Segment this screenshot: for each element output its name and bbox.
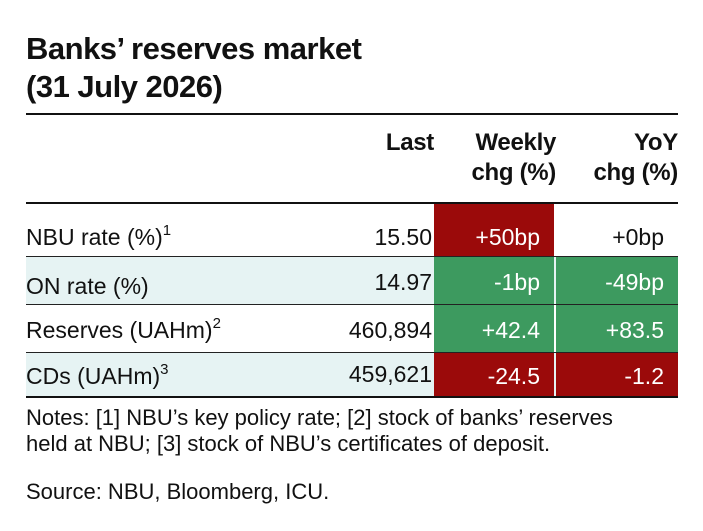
notes: Notes: [1] NBU’s key policy rate; [2] st… [26,405,686,457]
row-yoy-chg: -1.2 [556,353,678,396]
row-weekly-chg: +42.4 [434,305,554,352]
header-yoy-line-1: YoY [634,129,678,156]
table-row: ON rate (%) 14.97 -1bp -49bp [26,257,678,304]
row-label: ON rate (%) [26,273,149,299]
header-weekly: Weekly chg (%) [430,128,556,188]
source-note: Source: NBU, Bloomberg, ICU. [26,479,330,504]
notes-line-2: held at NBU; [3] stock of NBU’s certific… [26,431,551,456]
row-last: 459,621 [348,361,432,387]
footnote-marker: 3 [160,361,169,378]
header-last: Last [385,129,434,156]
row-weekly-chg: -1bp [434,257,554,304]
row-yoy-chg: +0bp [612,224,664,250]
row-divider [26,304,678,305]
row-weekly-chg: +50bp [434,204,554,256]
row-divider [26,352,678,353]
header-weekly-line-1: Weekly [475,129,557,156]
row-divider [26,256,678,257]
header-weekly-line-2: chg (%) [471,159,556,186]
title-line-2: (31 July 2026) [26,69,223,104]
row-weekly-chg: -24.5 [434,353,554,396]
notes-line-1: Notes: [1] NBU’s key policy rate; [2] st… [26,405,613,430]
footnote-marker: 1 [162,222,172,239]
header-rule [26,202,678,204]
row-last: 14.97 [374,269,432,295]
header-yoy: YoY chg (%) [556,128,678,188]
top-rule [26,113,678,115]
table-row: NBU rate (%)1 15.50 +50bp +0bp [26,204,678,256]
row-last: 15.50 [374,224,432,250]
row-label: NBU rate (%)1 [26,222,172,250]
row-label: Reserves (UAHm)2 [26,315,221,343]
header-yoy-line-2: chg (%) [593,159,678,186]
row-last: 460,894 [348,317,432,343]
row-yoy-chg: +83.5 [556,305,678,352]
title-line-1: Banks’ reserves market [26,31,362,66]
footnote-marker: 2 [212,315,221,332]
row-label: CDs (UAHm)3 [26,361,169,389]
row-yoy-chg: -49bp [556,257,678,304]
table-title: Banks’ reserves market (31 July 2026) [26,30,686,106]
bottom-rule [26,396,678,398]
table-row: Reserves (UAHm)2 460,894 +42.4 +83.5 [26,305,678,352]
table-row: CDs (UAHm)3 459,621 -24.5 -1.2 [26,353,678,396]
